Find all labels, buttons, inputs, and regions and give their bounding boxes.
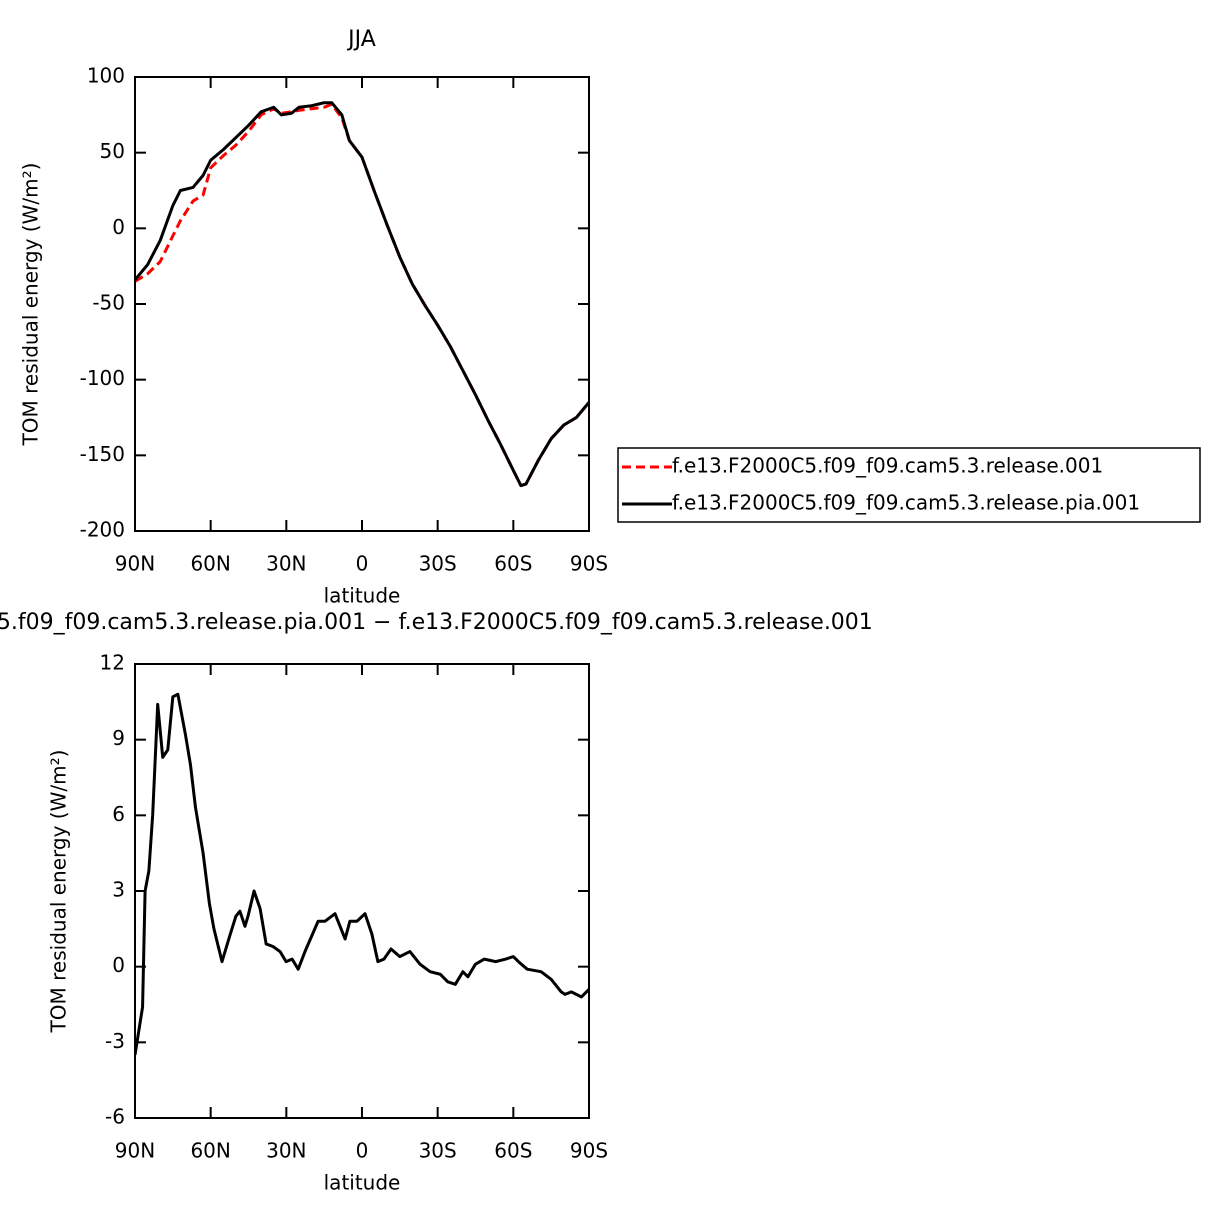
y-tick-label: -3: [105, 1029, 125, 1053]
x-tick-label: 30S: [419, 552, 457, 576]
x-tick-label: 30N: [266, 552, 306, 576]
x-tick-label: 60S: [494, 552, 532, 576]
x-tick-label: 90S: [570, 1139, 608, 1163]
chart-title: f.e13.F2000C5.f09_f09.cam5.3.release.pia…: [0, 610, 873, 635]
data-line: [135, 101, 589, 488]
x-tick-label: 0: [356, 1139, 369, 1163]
x-tick-label: 0: [356, 552, 369, 576]
x-tick-label: 90S: [570, 552, 608, 576]
x-tick-label: 60N: [190, 1139, 230, 1163]
x-tick-label: 30N: [266, 1139, 306, 1163]
plot-area: [135, 101, 589, 488]
y-axis-label: TOM residual energy (W/m²): [47, 750, 71, 1034]
y-tick-label: 0: [112, 215, 125, 239]
y-tick-label: 9: [112, 726, 125, 750]
plot-area: [135, 692, 589, 1056]
y-tick-label: 50: [100, 139, 125, 163]
y-tick-label: 12: [100, 651, 125, 675]
legend-label: f.e13.F2000C5.f09_f09.cam5.3.release.pia…: [672, 491, 1140, 515]
y-tick-label: 100: [87, 64, 125, 88]
y-tick-label: 6: [112, 802, 125, 826]
chart-title: JJA: [346, 27, 376, 52]
x-tick-label: 90N: [115, 552, 155, 576]
data-line: [135, 692, 589, 1056]
plot-frame: [134, 663, 590, 1119]
x-tick-label: 60N: [190, 552, 230, 576]
y-tick-label: 3: [112, 878, 125, 902]
y-axis-label: TOM residual energy (W/m²): [19, 163, 43, 447]
legend-box: [617, 447, 1201, 523]
x-tick-label: 30S: [419, 1139, 457, 1163]
y-tick-label: -200: [80, 518, 125, 542]
legend-label: f.e13.F2000C5.f09_f09.cam5.3.release.001: [672, 454, 1103, 478]
y-tick-label: -150: [80, 442, 125, 466]
plot-frame: [134, 76, 590, 532]
x-tick-label: 90N: [115, 1139, 155, 1163]
x-axis-label: latitude: [324, 1171, 401, 1195]
x-tick-label: 60S: [494, 1139, 532, 1163]
y-tick-label: -6: [105, 1105, 125, 1129]
y-tick-label: -50: [92, 291, 125, 315]
y-tick-label: -100: [80, 366, 125, 390]
x-axis-label: latitude: [324, 584, 401, 608]
y-tick-label: 0: [112, 953, 125, 977]
